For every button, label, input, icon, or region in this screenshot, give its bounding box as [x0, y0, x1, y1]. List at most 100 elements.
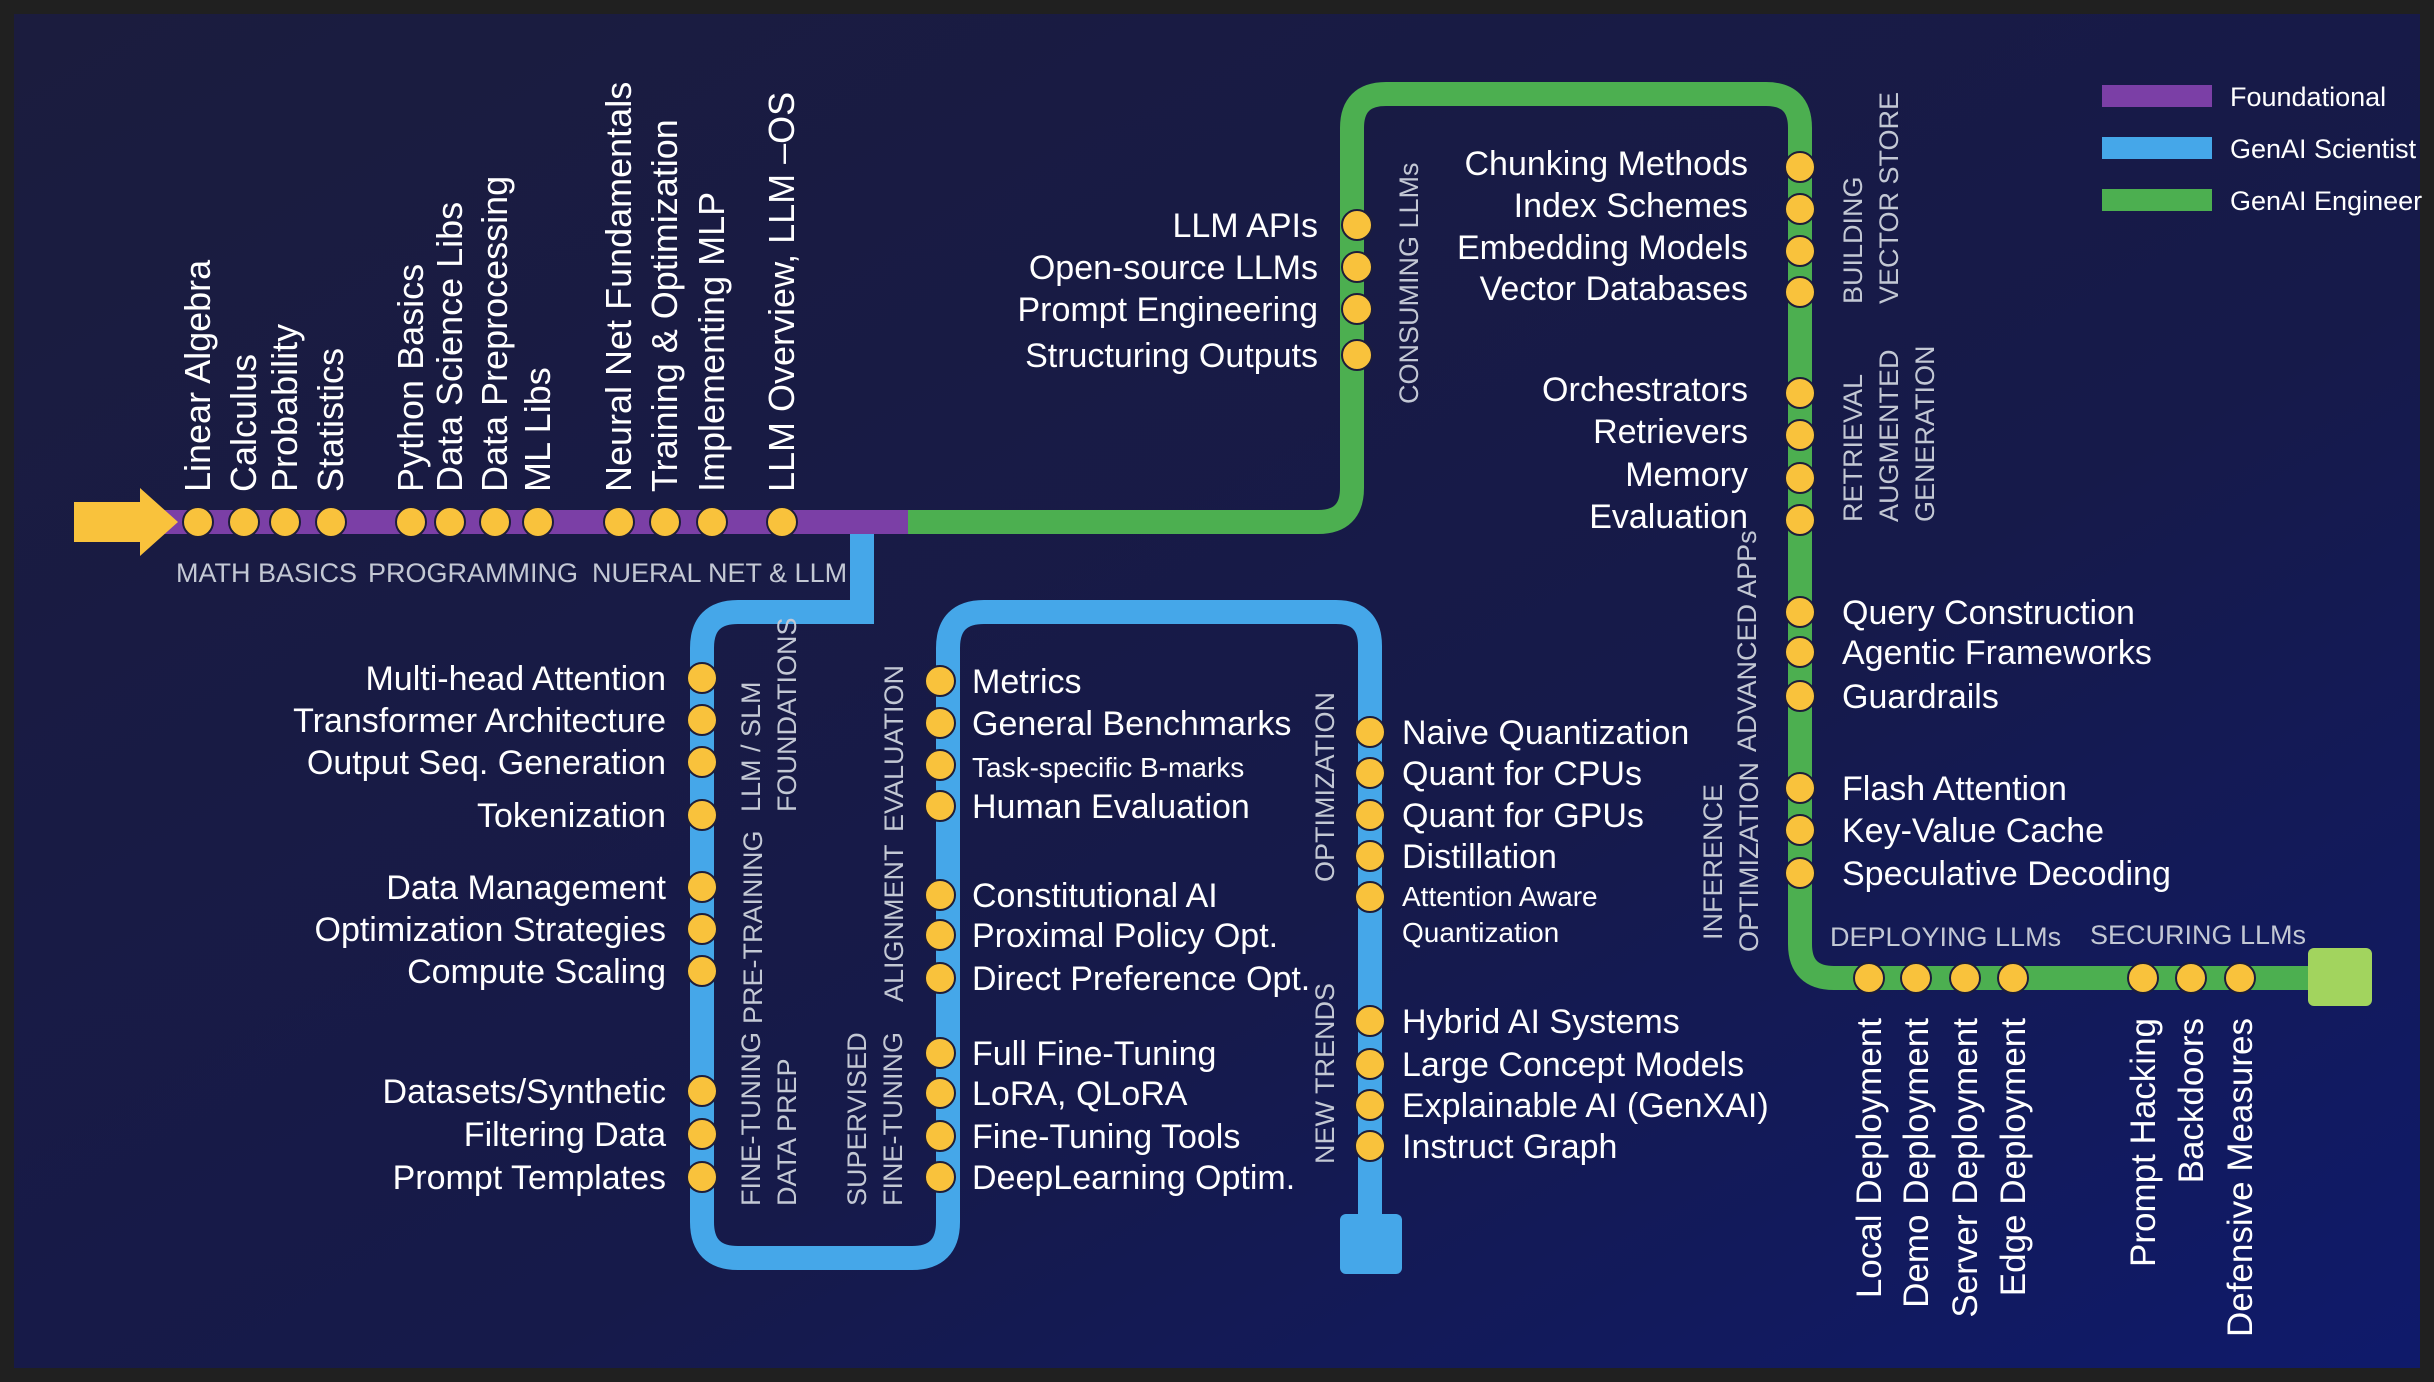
- diagram-gradient: [14, 14, 2420, 1368]
- topic-training-optimization: Training & Optimization: [644, 119, 685, 492]
- station-scientist-trends-0: [1354, 1005, 1386, 1037]
- topic-multi-head-attention: Multi-head Attention: [365, 660, 666, 698]
- topic-datasets-synthetic: Datasets/Synthetic: [383, 1073, 666, 1111]
- topic-ml-libs: ML Libs: [517, 367, 558, 492]
- station-foundational-7: [522, 506, 554, 538]
- topic-speculative-decoding: Speculative Decoding: [1842, 855, 2171, 893]
- station-engineer-right-13: [1784, 857, 1816, 889]
- station-scientist-left-5: [686, 913, 718, 945]
- station-scientist-left-2: [686, 746, 718, 778]
- topic-neural-net-fundamentals: Neural Net Fundamentals: [598, 82, 639, 492]
- legend-swatch-genai-engineer: [2102, 189, 2212, 211]
- topic-naive-quantization: Naive Quantization: [1402, 714, 1689, 752]
- topic-local-deployment: Local Deployment: [1850, 1018, 1889, 1298]
- topic-chunking-methods: Chunking Methods: [1464, 145, 1748, 183]
- topic-open-source-llms: Open-source LLMs: [1029, 249, 1318, 287]
- legend: Foundational GenAI Scientist GenAI Enginee…: [2102, 82, 2422, 216]
- topic-linear-algebra: Linear Algebra: [177, 259, 218, 492]
- station-scientist-left-0: [686, 662, 718, 694]
- topic-statistics: Statistics: [310, 348, 351, 492]
- topic-agentic-frameworks: Agentic Frameworks: [1842, 634, 2152, 672]
- section-alignment: ALIGNMENT: [879, 844, 909, 1002]
- topic-general-benchmarks: General Benchmarks: [972, 705, 1291, 743]
- station-foundational-8: [603, 506, 635, 538]
- scientist-track: [690, 520, 1382, 1270]
- topic-large-concept-models: Large Concept Models: [1402, 1046, 1744, 1084]
- stations: [182, 151, 2256, 1193]
- topic-proximal-policy-opt: Proximal Policy Opt.: [972, 917, 1278, 955]
- station-scientist-trends-3: [1354, 1130, 1386, 1162]
- station-scientist-mid-5: [924, 919, 956, 951]
- topic-orchestrators: Orchestrators: [1542, 371, 1748, 409]
- section-optimization: OPTIMIZATION: [1734, 762, 1764, 952]
- topic-evaluation: Evaluation: [1589, 498, 1748, 536]
- station-foundational-10: [696, 506, 728, 538]
- station-scientist-mid-10: [924, 1161, 956, 1193]
- station-engineer-consume-3: [1341, 339, 1373, 371]
- topic-calculus: Calculus: [223, 354, 264, 492]
- station-engineer-right-0: [1784, 151, 1816, 183]
- topic-guardrails: Guardrails: [1842, 678, 1999, 716]
- station-engineer-bottom-6: [2224, 962, 2256, 994]
- station-engineer-right-1: [1784, 193, 1816, 225]
- station-scientist-left-1: [686, 704, 718, 736]
- section-math-basics: MATH BASICS: [176, 558, 357, 588]
- station-engineer-right-4: [1784, 377, 1816, 409]
- topic-fine-tuning-tools: Fine-Tuning Tools: [972, 1118, 1240, 1156]
- topic-edge-deployment: Edge Deployment: [1994, 1018, 2033, 1296]
- section-optimization: OPTIMIZATION: [1310, 692, 1340, 882]
- station-engineer-bottom-1: [1900, 962, 1932, 994]
- station-scientist-trends-1: [1354, 1048, 1386, 1080]
- station-foundational-11: [766, 506, 798, 538]
- station-scientist-mid-8: [924, 1077, 956, 1109]
- topic-metrics: Metrics: [972, 663, 1082, 701]
- station-engineer-right-2: [1784, 235, 1816, 267]
- station-scientist-left-6: [686, 955, 718, 987]
- scientist-end-terminal: [1340, 1214, 1402, 1274]
- station-scientist-right-1: [1354, 757, 1386, 789]
- topic-llm-apis: LLM APIs: [1172, 207, 1318, 245]
- topic-constitutional-ai: Constitutional AI: [972, 877, 1218, 915]
- station-scientist-right-4: [1354, 881, 1386, 913]
- station-engineer-right-8: [1784, 596, 1816, 628]
- station-scientist-left-4: [686, 871, 718, 903]
- topic-task-specific-b-marks: Task-specific B-marks: [972, 752, 1244, 783]
- section-deploying-llms: DEPLOYING LLMs: [1830, 922, 2061, 952]
- topic-data-science-libs: Data Science Libs: [429, 202, 470, 492]
- station-scientist-mid-7: [924, 1037, 956, 1069]
- topic-backdoors: Backdoors: [2172, 1018, 2211, 1183]
- station-scientist-mid-9: [924, 1120, 956, 1152]
- topic-retrievers: Retrievers: [1593, 413, 1748, 451]
- station-scientist-left-9: [686, 1161, 718, 1193]
- engineer-end-terminal: [2308, 948, 2372, 1006]
- section-retrieval: RETRIEVAL: [1838, 374, 1868, 522]
- station-scientist-left-7: [686, 1075, 718, 1107]
- topic-distillation: Distillation: [1402, 838, 1557, 876]
- topic-embedding-models: Embedding Models: [1457, 229, 1748, 267]
- section-foundations: FOUNDATIONS: [772, 618, 802, 813]
- start-arrow: [74, 488, 178, 556]
- section-consuming-llms: CONSUMING LLMs: [1394, 162, 1424, 404]
- legend-label-genai-engineer: GenAI Engineer: [2230, 186, 2422, 216]
- topic-data-management: Data Management: [386, 869, 666, 907]
- topic-instruct-graph: Instruct Graph: [1402, 1128, 1617, 1166]
- topic-quant-for-cpus: Quant for CPUs: [1402, 755, 1642, 793]
- station-foundational-3: [315, 506, 347, 538]
- station-engineer-right-12: [1784, 814, 1816, 846]
- topic-defensive-measures: Defensive Measures: [2221, 1018, 2260, 1337]
- station-engineer-bottom-4: [2127, 962, 2159, 994]
- station-foundational-5: [434, 506, 466, 538]
- station-engineer-bottom-0: [1853, 962, 1885, 994]
- station-engineer-right-5: [1784, 419, 1816, 451]
- station-scientist-right-3: [1354, 840, 1386, 872]
- section-evaluation: EVALUATION: [879, 665, 909, 832]
- legend-label-genai-scientist: GenAI Scientist: [2230, 134, 2417, 164]
- section-inference: INFERENCE: [1698, 784, 1728, 940]
- topic-transformer-architecture: Transformer Architecture: [293, 702, 666, 740]
- station-engineer-right-9: [1784, 636, 1816, 668]
- station-engineer-consume-0: [1341, 209, 1373, 241]
- station-scientist-right-0: [1354, 716, 1386, 748]
- station-engineer-right-3: [1784, 276, 1816, 308]
- station-foundational-4: [395, 506, 427, 538]
- station-scientist-mid-2: [924, 749, 956, 781]
